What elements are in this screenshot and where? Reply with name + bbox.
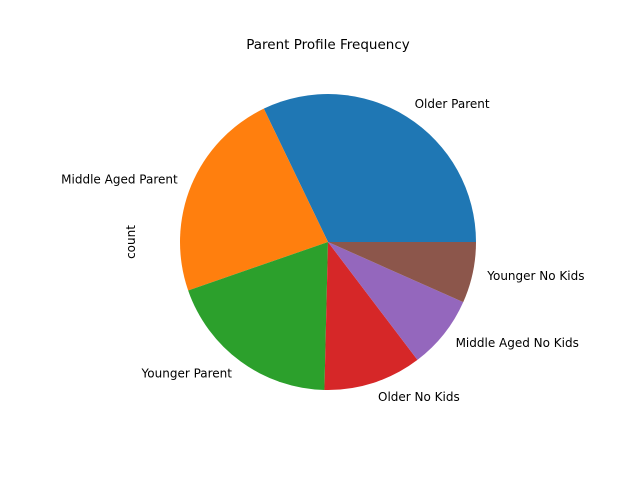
- pie-slice-older-parent: [263, 94, 476, 242]
- chart-title: Parent Profile Frequency: [246, 37, 410, 53]
- pie-slice-older-no-kids: [324, 242, 418, 391]
- pie-labels: Older Parent Middle Aged Parent Younger Pa…: [61, 97, 584, 404]
- pie-label-older-no-kids: Older No Kids: [378, 390, 460, 404]
- pie-label-middle-aged-no-kids: Middle Aged No Kids: [456, 336, 579, 350]
- pie-label-middle-aged-parent: Middle Aged Parent: [61, 172, 178, 186]
- pie-slice-younger-no-kids: [328, 242, 476, 303]
- pie-slice-middle-aged-parent: [180, 108, 328, 291]
- pie-slices: [180, 94, 476, 391]
- pie-label-younger-no-kids: Younger No Kids: [486, 269, 584, 283]
- y-axis-label: count: [124, 225, 138, 259]
- pie-label-older-parent: Older Parent: [415, 97, 490, 111]
- pie-slice-middle-aged-no-kids: [328, 242, 464, 360]
- pie-slice-younger-parent: [188, 242, 328, 390]
- pie-label-younger-parent: Younger Parent: [141, 366, 233, 380]
